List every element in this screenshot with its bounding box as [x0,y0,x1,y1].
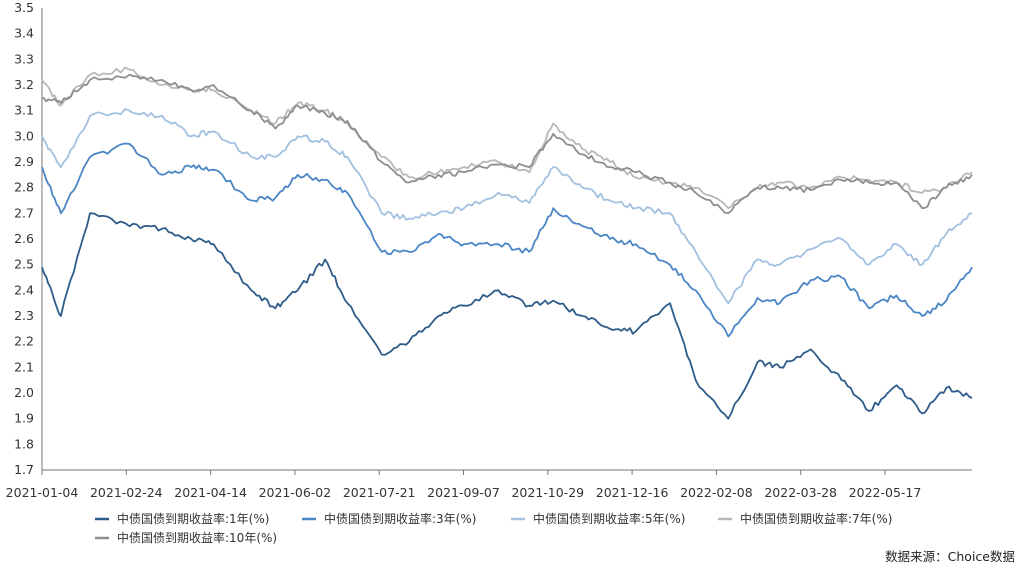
y-tick-label: 1.8 [14,436,34,451]
y-tick-label: 2.4 [14,282,34,297]
legend-label-2: 中债国债到期收益率:3年(%) [324,511,476,526]
x-axis: 2021-01-04 2021-02-24 2021-04-14 2021-06-02… [6,469,972,500]
y-tick-label: 2.0 [14,385,34,400]
legend-label-3: 中债国债到期收益率:5年(%) [533,511,685,526]
series-line-4 [41,66,973,210]
y-tick-label: 2.9 [14,154,34,169]
legend-label-5: 中债国债到期收益率:10年(%) [117,530,277,545]
y-tick-label: 3.5 [14,0,34,15]
y-tick-label: 2.8 [14,180,34,195]
series-lines [41,66,973,420]
y-tick-label: 3.1 [14,103,34,118]
x-tick-label: 2022-03-28 [764,485,837,500]
y-tick-label: 3.4 [14,26,34,41]
y-tick-label: 2.3 [14,308,34,323]
legend-label-1: 中债国债到期收益率:1年(%) [117,511,269,526]
y-tick-label: 2.7 [14,205,34,220]
series-line-3 [41,108,973,305]
x-tick-label: 2021-01-04 [6,485,79,500]
x-tick-label: 2021-12-16 [596,485,669,500]
y-tick-label: 2.5 [14,257,34,272]
x-tick-label: 2021-07-21 [343,485,416,500]
y-tick-label: 1.7 [14,462,34,477]
series-line-1 [41,212,973,420]
source-note: 数据来源：Choice数据 [885,549,1015,564]
legend-label-4: 中债国债到期收益率:7年(%) [740,511,892,526]
y-tick-label: 3.3 [14,51,34,66]
x-tick-label: 2021-09-07 [427,485,500,500]
y-tick-label: 2.6 [14,231,34,246]
x-tick-label: 2021-06-02 [259,485,332,500]
y-tick-label: 2.2 [14,334,34,349]
legend: 中债国债到期收益率:1年(%) 中债国债到期收益率:3年(%) 中债国债到期收益率:… [95,511,892,545]
x-tick-label: 2022-02-08 [680,485,753,500]
series-line-5 [41,73,973,215]
x-tick-label: 2021-10-29 [511,485,584,500]
x-tick-label: 2022-05-17 [849,485,922,500]
y-tick-label: 1.9 [14,411,34,426]
y-axis: 1.7 1.8 1.9 2.0 2.1 2.2 2.3 2.4 2.5 2.6 2.7 2.8 2.9 3… [14,0,43,477]
series-line-2 [41,142,973,338]
x-tick-label: 2021-02-24 [90,485,163,500]
y-tick-label: 3.2 [14,77,34,92]
y-tick-label: 3.0 [14,128,34,143]
y-tick-label: 2.1 [14,359,34,374]
x-tick-label: 2021-04-14 [174,485,247,500]
